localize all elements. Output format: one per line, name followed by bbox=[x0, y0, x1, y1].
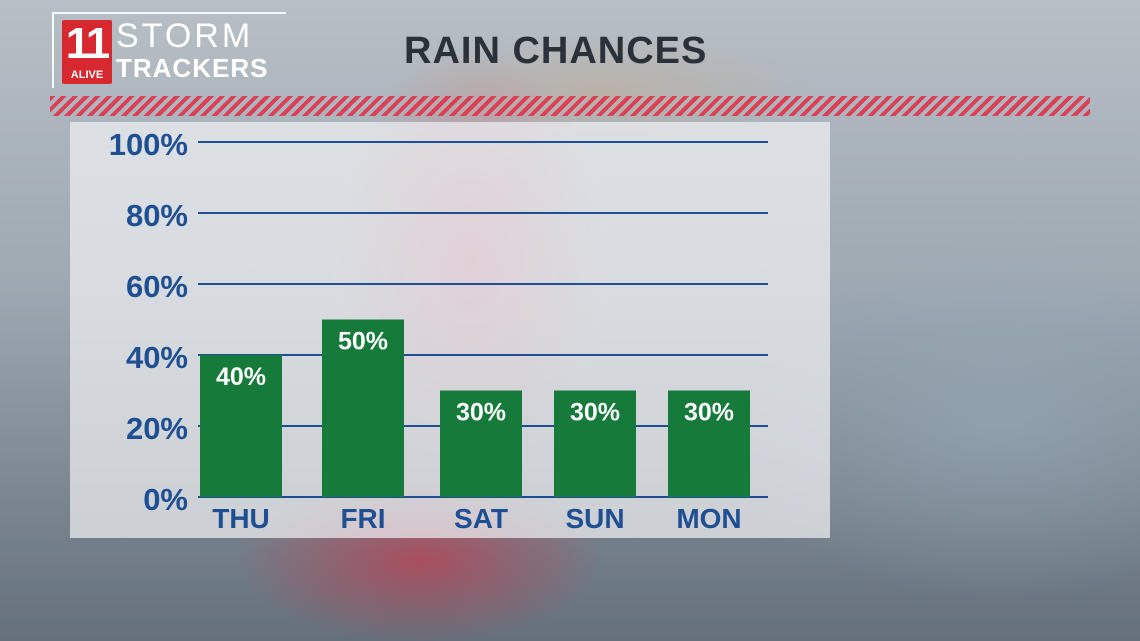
x-category-label: SAT bbox=[454, 503, 508, 534]
bar bbox=[668, 390, 750, 497]
bar bbox=[554, 390, 636, 497]
bar-value-label: 40% bbox=[216, 363, 266, 391]
x-category-label: SUN bbox=[565, 503, 624, 534]
y-tick-label: 80% bbox=[126, 198, 188, 233]
channel-11-badge: 11 ALIVE bbox=[62, 20, 112, 84]
bar bbox=[200, 355, 282, 497]
decorative-stripe bbox=[50, 96, 1090, 116]
x-category-label: FRI bbox=[340, 503, 385, 534]
storm-wordmark: STORM bbox=[116, 17, 254, 55]
x-category-label: THU bbox=[212, 503, 270, 534]
station-logo: 11 ALIVE STORM TRACKERS bbox=[52, 12, 286, 88]
y-tick-label: 40% bbox=[126, 340, 188, 375]
y-tick-label: 20% bbox=[126, 411, 188, 446]
bar-value-label: 30% bbox=[684, 399, 734, 427]
bar-value-label: 50% bbox=[338, 328, 388, 356]
x-category-label: MON bbox=[676, 503, 741, 534]
y-tick-label: 0% bbox=[143, 482, 188, 517]
trackers-wordmark: TRACKERS bbox=[116, 53, 269, 83]
logo-frame bbox=[52, 12, 286, 88]
chart-panel: 0% 20% 40% 60% 80% 100% 40% THU 50% FRI 30% SAT 30% S… bbox=[70, 122, 830, 538]
rain-chance-bar-chart: 0% 20% 40% 60% 80% 100% 40% THU 50% FRI 30% SAT 30% S… bbox=[109, 127, 768, 534]
bar-value-label: 30% bbox=[456, 399, 506, 427]
channel-number: 11 bbox=[65, 19, 111, 68]
y-tick-label: 100% bbox=[109, 127, 188, 162]
chart-title: RAIN CHANCES bbox=[404, 30, 708, 72]
y-tick-label: 60% bbox=[126, 269, 188, 304]
alive-wordmark: ALIVE bbox=[70, 69, 104, 81]
bar-value-label: 30% bbox=[570, 399, 620, 427]
bar bbox=[440, 390, 522, 497]
bar bbox=[322, 319, 404, 497]
